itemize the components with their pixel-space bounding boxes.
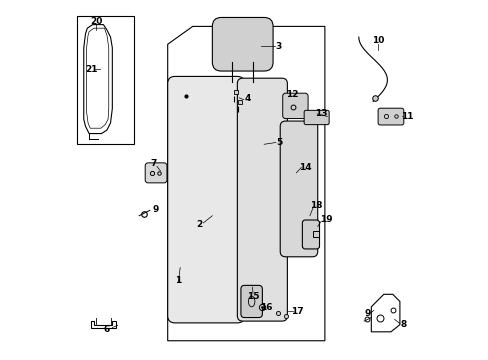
- Text: 10: 10: [371, 36, 384, 45]
- Bar: [77, 16, 134, 144]
- Text: 11: 11: [400, 112, 412, 121]
- FancyBboxPatch shape: [304, 111, 328, 125]
- Text: 2: 2: [196, 220, 203, 229]
- Text: 7: 7: [150, 159, 156, 168]
- Text: 15: 15: [246, 292, 259, 301]
- Text: 17: 17: [290, 307, 303, 316]
- Text: 14: 14: [298, 163, 311, 172]
- Text: 21: 21: [85, 65, 98, 74]
- Text: 5: 5: [276, 138, 282, 147]
- Text: 12: 12: [286, 90, 298, 99]
- FancyBboxPatch shape: [241, 285, 262, 318]
- Text: 6: 6: [103, 325, 110, 334]
- Text: 8: 8: [400, 320, 406, 329]
- Text: 9: 9: [152, 205, 159, 214]
- Text: 9: 9: [364, 310, 370, 319]
- FancyBboxPatch shape: [167, 76, 244, 323]
- Text: 13: 13: [314, 109, 327, 118]
- FancyBboxPatch shape: [282, 93, 307, 118]
- Text: 3: 3: [275, 41, 281, 50]
- Text: 16: 16: [260, 303, 272, 312]
- FancyBboxPatch shape: [145, 163, 166, 183]
- FancyBboxPatch shape: [377, 108, 403, 125]
- FancyBboxPatch shape: [280, 121, 317, 257]
- Text: 20: 20: [90, 17, 102, 26]
- Text: 4: 4: [244, 94, 250, 103]
- FancyBboxPatch shape: [302, 220, 319, 249]
- FancyBboxPatch shape: [237, 78, 287, 321]
- Text: 1: 1: [175, 275, 181, 284]
- Text: 18: 18: [310, 201, 322, 210]
- FancyBboxPatch shape: [212, 18, 272, 71]
- Text: 19: 19: [319, 215, 331, 224]
